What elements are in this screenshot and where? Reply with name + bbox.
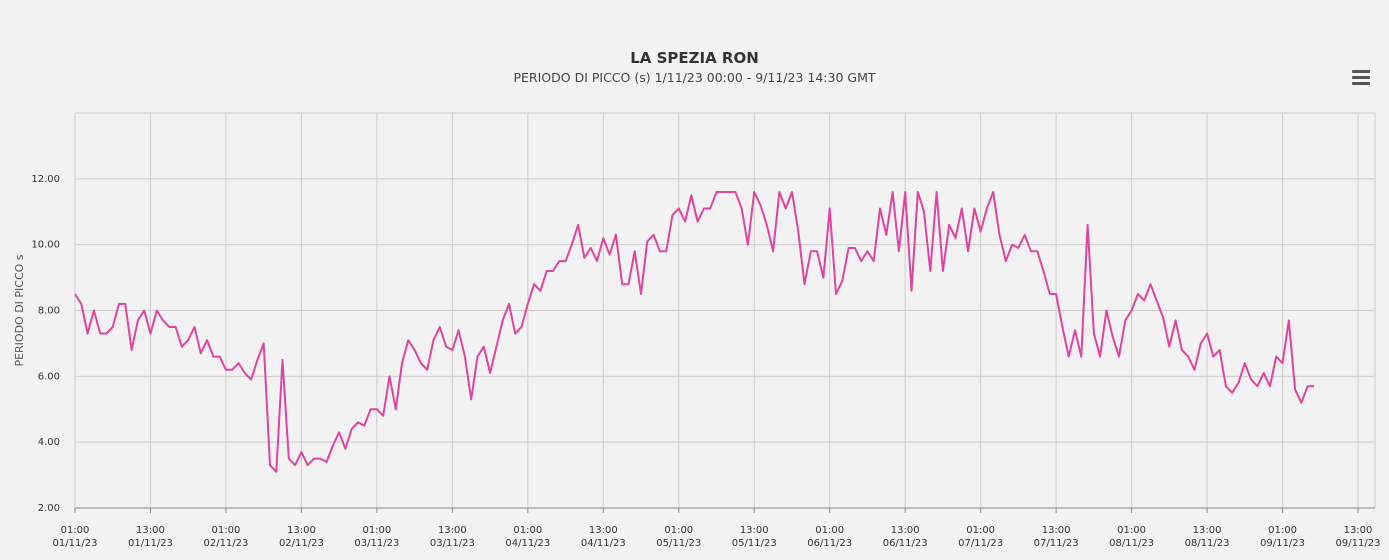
- chart-title: LA SPEZIA RON: [630, 49, 759, 67]
- y-tick-label: 2.00: [38, 503, 60, 514]
- x-tick-time: 01:00: [61, 525, 90, 536]
- x-tick-date: 03/11/23: [430, 538, 475, 549]
- x-tick-time: 13:00: [589, 525, 618, 536]
- x-tick-time: 01:00: [362, 525, 391, 536]
- chart-subtitle: PERIODO DI PICCO (s) 1/11/23 00:00 - 9/1…: [513, 70, 876, 85]
- y-tick-label: 8.00: [38, 306, 60, 317]
- x-tick-date: 09/11/23: [1260, 538, 1305, 549]
- x-tick-time: 01:00: [212, 525, 241, 536]
- y-axis-title: PERIODO DI PICCO s: [13, 254, 26, 366]
- x-tick-time: 13:00: [891, 525, 920, 536]
- y-tick-label: 6.00: [38, 371, 60, 382]
- x-tick-date: 04/11/23: [581, 538, 626, 549]
- x-tick-date: 05/11/23: [732, 538, 777, 549]
- x-tick-date: 01/11/23: [53, 538, 98, 549]
- y-tick-label: 12.00: [31, 174, 60, 185]
- x-tick-time: 13:00: [1344, 525, 1373, 536]
- x-tick-time: 13:00: [740, 525, 769, 536]
- x-tick-date: 01/11/23: [128, 538, 173, 549]
- x-tick-date: 07/11/23: [1034, 538, 1079, 549]
- x-tick-date: 07/11/23: [958, 538, 1003, 549]
- x-tick-time: 01:00: [815, 525, 844, 536]
- series-line: [74, 191, 1314, 473]
- x-tick-time: 13:00: [1042, 525, 1071, 536]
- x-tick-time: 01:00: [1268, 525, 1297, 536]
- x-tick-date: 09/11/23: [1336, 538, 1381, 549]
- x-tick-date: 08/11/23: [1109, 538, 1154, 549]
- x-tick-time: 01:00: [513, 525, 542, 536]
- x-tick-date: 06/11/23: [807, 538, 852, 549]
- x-tick-date: 08/11/23: [1185, 538, 1230, 549]
- x-tick-date: 02/11/23: [279, 538, 324, 549]
- hamburger-menu-icon[interactable]: [1350, 70, 1372, 88]
- x-tick-date: 06/11/23: [883, 538, 928, 549]
- y-tick-label: 4.00: [38, 437, 60, 448]
- x-tick-date: 04/11/23: [505, 538, 550, 549]
- x-tick-time: 01:00: [664, 525, 693, 536]
- x-tick-date: 02/11/23: [203, 538, 248, 549]
- x-tick-time: 13:00: [438, 525, 467, 536]
- x-tick-time: 13:00: [1193, 525, 1222, 536]
- x-tick-time: 13:00: [136, 525, 165, 536]
- x-tick-date: 03/11/23: [354, 538, 399, 549]
- x-tick-time: 13:00: [287, 525, 316, 536]
- x-tick-time: 01:00: [1117, 525, 1146, 536]
- x-tick-time: 01:00: [966, 525, 995, 536]
- x-tick-date: 05/11/23: [656, 538, 701, 549]
- y-tick-label: 10.00: [31, 240, 60, 251]
